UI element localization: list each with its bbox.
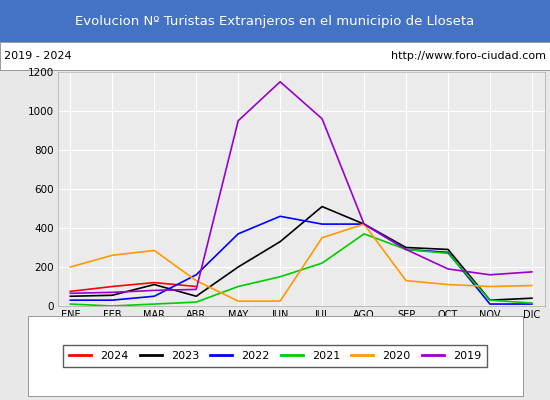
- Text: http://www.foro-ciudad.com: http://www.foro-ciudad.com: [390, 51, 546, 61]
- Text: Evolucion Nº Turistas Extranjeros en el municipio de Lloseta: Evolucion Nº Turistas Extranjeros en el …: [75, 14, 475, 28]
- Text: 2019 - 2024: 2019 - 2024: [4, 51, 72, 61]
- Legend: 2024, 2023, 2022, 2021, 2020, 2019: 2024, 2023, 2022, 2021, 2020, 2019: [63, 346, 487, 366]
